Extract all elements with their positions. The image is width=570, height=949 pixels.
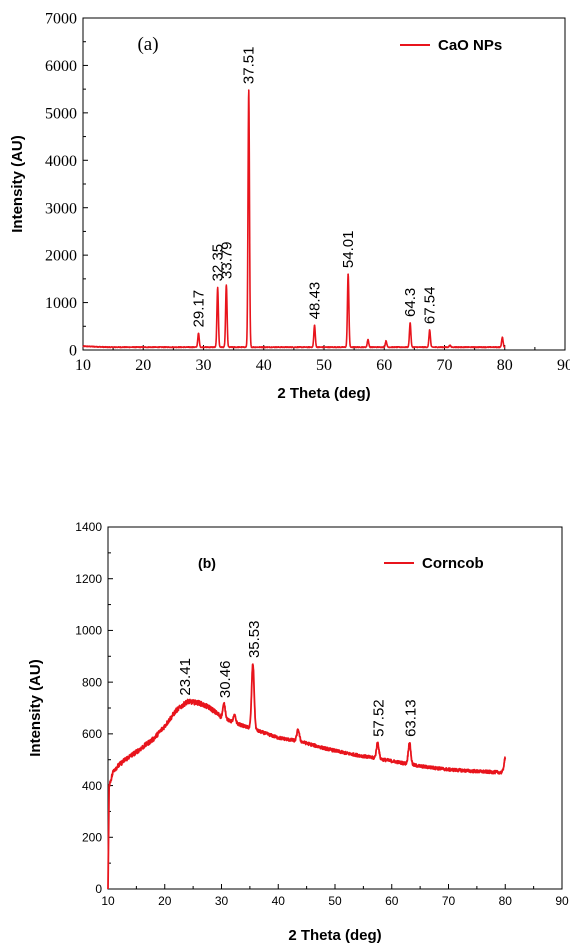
peak-label: 32.35 xyxy=(210,244,227,282)
x-tick-label: 70 xyxy=(437,357,453,374)
x-tick-label: 10 xyxy=(75,357,91,374)
series-line xyxy=(82,89,506,349)
peak-label: 35.53 xyxy=(246,620,263,658)
x-tick-label: 80 xyxy=(499,894,513,908)
x-tick-label: 10 xyxy=(101,894,115,908)
peak-point xyxy=(501,336,504,338)
peak-point xyxy=(347,273,349,275)
plot-frame xyxy=(82,17,566,351)
x-tick-label: 20 xyxy=(135,357,151,374)
y-axis-label: Intensity (AU) xyxy=(27,659,44,757)
x-tick-label: 90 xyxy=(557,357,570,374)
x-tick-label: 50 xyxy=(328,894,342,908)
legend-label: CaO NPs xyxy=(438,37,502,54)
x-tick-label: 30 xyxy=(215,894,229,908)
peak-label: 23.41 xyxy=(177,658,194,696)
peak-label: 30.46 xyxy=(217,661,234,699)
y-tick-label: 1200 xyxy=(75,572,102,586)
peak-point xyxy=(428,329,431,331)
y-tick-label: 1000 xyxy=(75,624,102,638)
peak-point xyxy=(376,742,379,744)
peak-point xyxy=(504,757,507,760)
peak-point xyxy=(225,284,228,286)
legend-label: Corncob xyxy=(422,555,484,572)
peak-point xyxy=(297,729,299,731)
peak-point xyxy=(409,322,411,324)
peak-label: 67.54 xyxy=(422,287,439,325)
y-tick-label: 0 xyxy=(69,343,77,360)
peak-point xyxy=(216,286,219,289)
x-tick-label: 20 xyxy=(158,894,172,908)
x-tick-label: 90 xyxy=(555,894,569,908)
panel-label: (a) xyxy=(137,34,158,55)
x-axis-label: 2 Theta (deg) xyxy=(288,927,381,944)
y-tick-label: 0 xyxy=(95,882,102,896)
peak-point xyxy=(233,714,236,717)
y-tick-label: 5000 xyxy=(45,105,77,122)
chart-panel-a: 10 20 30 40 50 60 70 80 90 0 1000 2000 3000 4000 5000 6… xyxy=(9,11,570,402)
x-tick-label: 60 xyxy=(385,894,399,908)
peak-label: 57.52 xyxy=(371,699,388,737)
peak-point xyxy=(197,332,200,335)
y-tick-label: 1400 xyxy=(75,520,102,534)
y-axis-label: Intensity (AU) xyxy=(9,135,26,233)
y-tick-label: 2000 xyxy=(45,248,77,265)
peak-label: 33.79 xyxy=(218,241,235,279)
y-tick-label: 200 xyxy=(82,830,102,844)
x-tick-label: 40 xyxy=(256,357,272,374)
peak-point xyxy=(367,338,369,341)
peak-label: 64.3 xyxy=(402,288,419,317)
peak-point xyxy=(247,89,250,91)
x-tick-label: 30 xyxy=(196,357,212,374)
y-tick-label: 400 xyxy=(82,779,102,793)
x-tick-label: 50 xyxy=(316,357,332,374)
y-tick-label: 4000 xyxy=(45,153,77,170)
y-tick-label: 7000 xyxy=(45,11,77,28)
y-tick-label: 6000 xyxy=(45,58,77,75)
peak-label: 37.51 xyxy=(241,47,258,85)
panel-label: (b) xyxy=(198,555,216,571)
peak-label: 29.17 xyxy=(190,290,207,328)
peak-point xyxy=(252,663,254,665)
y-tick-label: 800 xyxy=(82,675,102,689)
y-tick-label: 1000 xyxy=(45,295,77,312)
peak-label: 54.01 xyxy=(340,231,357,269)
peak-point xyxy=(449,344,451,347)
peak-point xyxy=(313,324,316,327)
x-axis-label: 2 Theta (deg) xyxy=(277,385,370,402)
x-tick-label: 60 xyxy=(376,357,392,374)
x-tick-label: 80 xyxy=(497,357,513,374)
series-line xyxy=(107,663,506,890)
peak-point xyxy=(408,742,411,744)
chart-panel-b: 10 20 30 40 50 60 70 80 90 0 200 400 600 800 1000 1200 1… xyxy=(27,520,569,944)
peak-label: 63.13 xyxy=(403,699,420,737)
peak-point xyxy=(223,703,225,705)
y-tick-label: 3000 xyxy=(45,200,77,217)
x-tick-label: 70 xyxy=(442,894,456,908)
peak-point xyxy=(385,340,387,342)
peak-label: 48.43 xyxy=(307,282,324,320)
x-tick-label: 40 xyxy=(272,894,286,908)
y-tick-label: 600 xyxy=(82,727,102,741)
